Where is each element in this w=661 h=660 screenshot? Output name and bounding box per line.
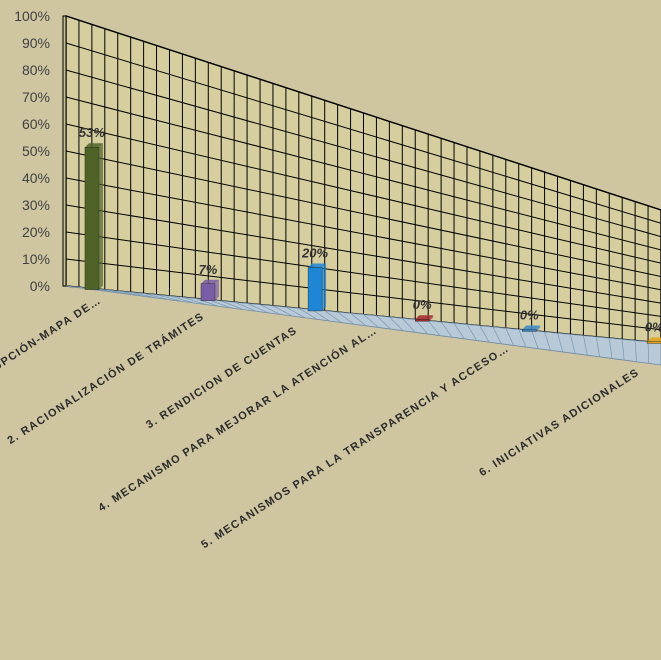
floor-gridline: [117, 290, 146, 297]
floor-gridline: [311, 309, 330, 322]
floor-gridline: [363, 314, 379, 328]
floor-gridline: [427, 320, 441, 336]
bar-top: [200, 279, 219, 284]
floor-gridline: [479, 325, 490, 343]
floor-gridline: [143, 293, 170, 301]
bar: [84, 146, 100, 290]
floor-gridline: [298, 308, 318, 320]
floor-gridline: [492, 326, 502, 344]
floor-gridline: [169, 295, 195, 304]
floor-gridline: [505, 327, 514, 346]
floor-gridline: [608, 337, 613, 359]
bar-side: [322, 263, 327, 311]
bar-top: [308, 263, 327, 268]
floor-gridline: [389, 316, 404, 332]
y-tick-label: 50%: [22, 143, 50, 159]
bar-side: [98, 143, 103, 290]
floor-gridline: [544, 331, 551, 351]
chart-bars: [84, 143, 661, 344]
bar-top: [415, 315, 434, 320]
floor-gridline: [557, 332, 564, 353]
data-label: 20%: [301, 245, 328, 260]
bar-side: [536, 325, 541, 332]
bar: [414, 319, 430, 322]
floor-gridline: [272, 305, 293, 317]
floor-gridline: [621, 339, 625, 361]
floor-gridline: [221, 300, 244, 310]
floor-gridline: [246, 303, 269, 314]
y-tick-label: 90%: [22, 35, 50, 51]
floor-gridline: [130, 291, 158, 299]
floor-gridline: [466, 324, 478, 341]
y-tick-label: 0%: [30, 278, 50, 294]
data-label: 0%: [520, 307, 539, 322]
y-tick-label: 40%: [22, 170, 50, 186]
data-label: 53%: [79, 125, 105, 140]
y-tick-label: 100%: [14, 8, 50, 24]
y-tick-label: 30%: [22, 197, 50, 213]
floor-gridline: [583, 335, 588, 356]
bar-top: [522, 325, 541, 330]
data-label: 7%: [199, 262, 218, 277]
y-tick-label: 60%: [22, 116, 50, 132]
bar: [200, 283, 216, 301]
y-tick-label: 80%: [22, 62, 50, 78]
data-label: 0%: [645, 319, 661, 334]
floor-gridline: [402, 317, 416, 333]
floor-gridline: [531, 330, 539, 349]
bar: [522, 329, 537, 332]
floor-gridline: [182, 296, 207, 306]
y-axis-ticks: 0% 10% 20% 30% 40% 50% 60% 70% 80% 90% 100%: [14, 8, 50, 294]
floor-gridline: [324, 310, 342, 323]
floor-gridline: [414, 319, 428, 335]
data-label: 0%: [413, 297, 432, 312]
floor-gridline: [259, 304, 281, 315]
bar-top: [84, 143, 103, 148]
floor-gridline: [595, 336, 600, 357]
floor-gridline: [440, 321, 453, 338]
floor-gridline: [350, 312, 367, 327]
category-label: 5. MECANISMOS PARA LA TRANSPARENCIA Y AC…: [199, 342, 511, 551]
floor-gridline: [570, 334, 576, 354]
bar-top: [647, 337, 661, 342]
chart-grid: [62, 15, 661, 366]
floor-gridline: [634, 340, 637, 362]
floor-gridline: [208, 299, 232, 309]
floor-gridline: [376, 315, 392, 330]
floor-gridline: [453, 322, 465, 340]
floor-gridline: [156, 294, 183, 302]
floor-gridline: [647, 341, 650, 364]
y-tick-label: 20%: [22, 224, 50, 240]
floor-gridline: [104, 289, 133, 296]
category-label: 2. RACIONALIZACIÓN DE TRÁMITES: [5, 310, 207, 447]
floor-gridline: [518, 329, 527, 348]
data-labels: 53% 7% 20% 0% 0% 0%: [79, 125, 661, 334]
floor-gridline: [285, 306, 305, 319]
category-label: 6. INICIATIVAS ADICIONALES: [477, 366, 641, 479]
floor-gridline: [195, 298, 219, 307]
y-tick-label: 10%: [22, 251, 50, 267]
floor-gridline: [234, 301, 256, 312]
bar: [647, 341, 661, 344]
bar-side: [429, 315, 434, 322]
bar-side: [214, 279, 219, 301]
bar: [307, 267, 323, 312]
category-label: 1. ANTICORRUPCIÓN-MAPA DE…: [0, 294, 104, 420]
floor-gridline: [337, 311, 355, 325]
y-tick-label: 70%: [22, 89, 50, 105]
